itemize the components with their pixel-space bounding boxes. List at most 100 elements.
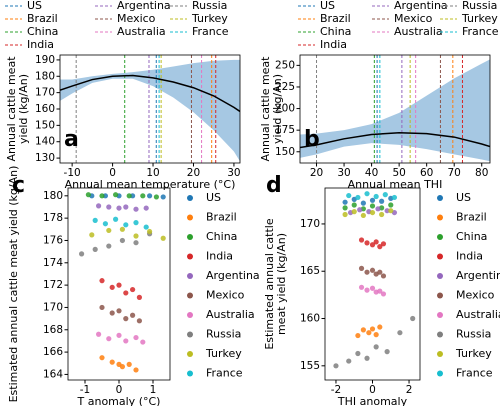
legend-label: Australia <box>117 25 166 38</box>
legend-label: India <box>206 250 233 263</box>
y-tick-label: 175 <box>275 124 295 136</box>
point <box>355 350 361 357</box>
legend-label: Argentina <box>394 0 448 12</box>
legend-label: India <box>456 250 483 263</box>
y-tick-label: 180 <box>43 190 63 202</box>
point <box>126 193 132 199</box>
y-tick-label: 150 <box>35 119 55 131</box>
y-tick-label: 225 <box>275 81 295 93</box>
point <box>133 240 139 246</box>
point <box>369 326 376 332</box>
point <box>99 304 105 311</box>
x-axis-label: THI anomaly <box>337 395 408 406</box>
y-tick-label: 180 <box>35 70 55 82</box>
point <box>113 216 119 222</box>
legend-swatch <box>437 253 443 260</box>
x-tick-label: 0 <box>109 167 116 179</box>
point <box>119 364 125 370</box>
point <box>123 222 129 228</box>
point <box>380 291 387 297</box>
y-tick-label: 170 <box>300 218 320 230</box>
x-tick-label: 0 <box>369 384 376 396</box>
y-tick-label: 164 <box>43 368 63 380</box>
x-tick-label: 30 <box>337 167 350 179</box>
point <box>364 269 370 275</box>
point <box>136 294 142 300</box>
y-tick-label: 190 <box>35 54 55 66</box>
legend-label: Argentina <box>206 269 260 282</box>
legend-label: Turkey <box>461 12 498 25</box>
legend-swatch <box>187 292 193 299</box>
legend-label: Mexico <box>117 12 156 25</box>
point <box>391 194 398 201</box>
point <box>373 239 379 245</box>
legend-label: Australia <box>456 308 500 321</box>
y-tick-label: 178 <box>43 212 63 224</box>
legend-label: India <box>320 38 347 51</box>
point <box>351 202 357 208</box>
legend-swatch <box>437 370 443 377</box>
legend-label: India <box>27 38 54 51</box>
point <box>379 211 385 218</box>
legend-label: Brazil <box>320 12 351 25</box>
point <box>116 332 122 338</box>
point <box>369 209 376 216</box>
legend-label: China <box>320 25 351 38</box>
point <box>153 194 159 200</box>
legend-label: US <box>456 191 471 204</box>
legend-swatch <box>437 331 443 338</box>
legend-label: Turkey <box>455 347 492 360</box>
legend-swatch <box>437 312 443 318</box>
point <box>116 308 122 314</box>
point <box>357 207 363 213</box>
point <box>369 267 376 273</box>
panel-label: c <box>12 173 25 198</box>
point <box>160 194 166 200</box>
point <box>351 209 357 215</box>
point <box>147 228 153 235</box>
point <box>96 203 102 209</box>
x-tick-label: 1 <box>150 384 157 396</box>
legend-label: Russia <box>192 0 227 12</box>
y-axis-label: Annual cattle meat <box>259 56 272 162</box>
legend-label: Brazil <box>456 211 487 224</box>
panel-label: d <box>266 173 282 198</box>
y-axis-label: yield (kg/An) <box>17 74 30 144</box>
point <box>380 241 387 247</box>
legend-swatch <box>187 370 193 377</box>
point <box>342 199 348 205</box>
x-tick-label: 2 <box>406 384 413 396</box>
point <box>388 208 394 214</box>
point <box>106 336 112 342</box>
y-tick-label: 140 <box>35 136 55 148</box>
point <box>373 344 379 350</box>
legend-label: Argentina <box>117 0 171 12</box>
x-tick-label: -2 <box>331 384 341 396</box>
point <box>89 232 95 238</box>
x-tick-label: 30 <box>227 167 240 179</box>
legend-label: France <box>456 367 493 380</box>
point <box>85 192 91 198</box>
y-tick-label: 176 <box>43 234 63 246</box>
legend-label: Australia <box>394 25 443 38</box>
point <box>79 251 85 257</box>
point <box>333 363 339 369</box>
y-tick-label: 155 <box>300 360 320 372</box>
legend-label: Turkey <box>191 12 228 25</box>
legend-label: US <box>27 0 42 12</box>
point <box>369 197 376 203</box>
point <box>388 202 394 208</box>
legend-swatch <box>437 234 443 240</box>
legend-swatch <box>187 312 193 318</box>
point <box>379 198 385 204</box>
x-axis-label: T anomaly (°C) <box>77 395 161 406</box>
point <box>375 206 381 212</box>
panel-label: b <box>304 127 320 152</box>
legend-swatch <box>187 273 193 279</box>
point <box>384 208 390 214</box>
legend-label: Mexico <box>206 289 245 302</box>
point <box>136 318 142 324</box>
plot-frame <box>59 54 241 164</box>
y-tick-label: 170 <box>35 87 55 99</box>
legend-label: Brazil <box>27 12 58 25</box>
